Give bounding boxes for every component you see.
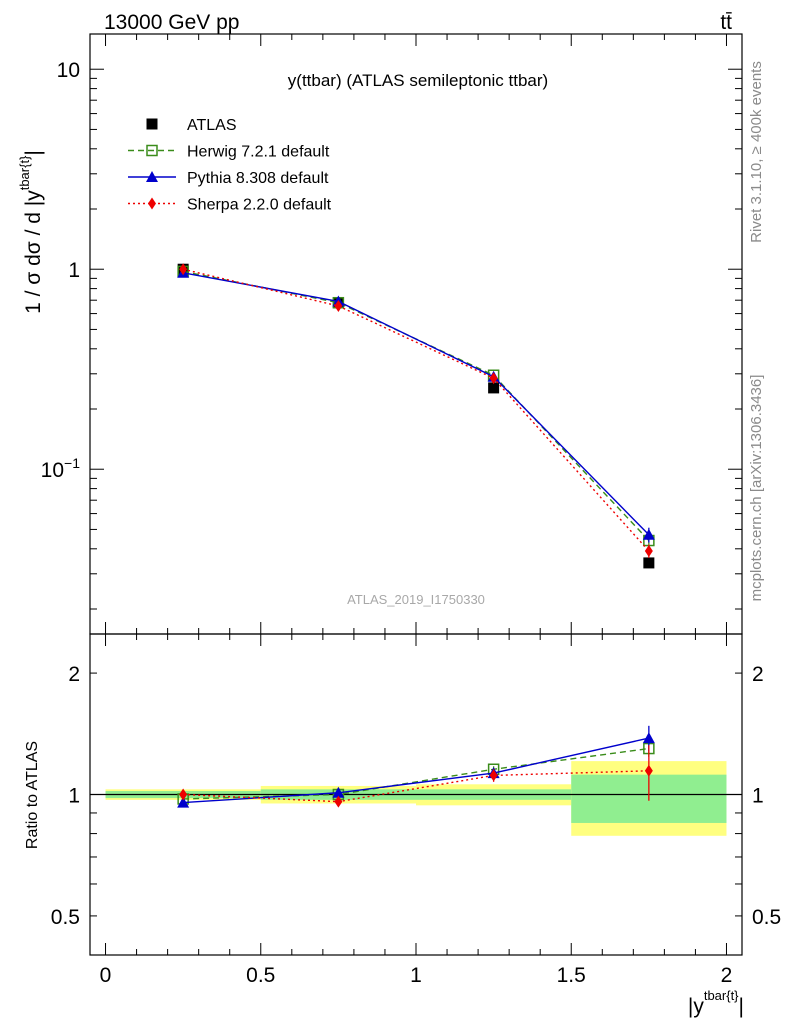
header-left: 13000 GeV pp bbox=[104, 11, 239, 34]
legend-label: Herwig 7.2.1 default bbox=[187, 144, 330, 161]
main-data-point bbox=[643, 557, 655, 569]
main-series-3 bbox=[179, 263, 653, 558]
main-data-point bbox=[644, 545, 653, 558]
header-right: tt̄ bbox=[720, 11, 732, 34]
ratio-x-tick-label: 0.5 bbox=[246, 964, 275, 987]
main-plot-axes: 10 1 10−1 bbox=[41, 33, 743, 635]
ratio-data-point bbox=[489, 769, 498, 782]
ratio-plot-series bbox=[177, 725, 655, 808]
main-data-point bbox=[488, 382, 500, 394]
ratio-y-tick-label-right: 0.5 bbox=[752, 906, 781, 929]
main-series-line bbox=[183, 270, 650, 542]
main-title: y(ttbar) (ATLAS semileptonic ttbar) bbox=[288, 71, 548, 90]
svg-text:|ytbar{t}|: |ytbar{t}| bbox=[688, 988, 744, 1018]
legend-entry: ATLAS bbox=[146, 117, 237, 134]
legend-marker bbox=[146, 171, 158, 182]
legend-marker bbox=[146, 118, 158, 130]
main-series-2 bbox=[177, 266, 655, 543]
ratio-y-tick-label-right: 1 bbox=[752, 785, 764, 808]
ratio-plot-axes: 0 0.5 1 1.5 2 0.5 0.5 1 1 2 2 bbox=[51, 633, 781, 987]
ratio-series-line bbox=[183, 770, 649, 803]
main-data-point bbox=[642, 528, 655, 540]
legend-marker bbox=[146, 144, 158, 157]
ratio-x-label: |ytbar{t}| bbox=[688, 988, 744, 1018]
ratio-series-line bbox=[183, 747, 649, 800]
side-label-source: mcplots.cern.ch [arXiv:1306.3436] bbox=[748, 375, 765, 602]
ratio-x-tick-label: 1 bbox=[410, 964, 422, 987]
main-y-label: 1 / σ dσ / d |ytbar{t}| bbox=[17, 150, 45, 314]
main-series-0 bbox=[177, 263, 655, 569]
main-series-line bbox=[183, 272, 650, 536]
ratio-x-tick-label: 1.5 bbox=[557, 964, 586, 987]
ratio-data-point bbox=[644, 764, 653, 777]
ratio-series-line bbox=[183, 737, 650, 804]
legend-entry: Sherpa 2.2.0 default bbox=[128, 197, 332, 214]
main-y-tick-label: 1 bbox=[68, 259, 80, 282]
main-data-point bbox=[179, 263, 188, 276]
legend: ATLAS Herwig 7.2.1 default Pythia 8.308 de… bbox=[128, 117, 332, 214]
legend-entry: Pythia 8.308 default bbox=[128, 170, 329, 187]
side-label-rivet: Rivet 3.1.10, ≥ 400k events bbox=[748, 61, 765, 243]
ratio-data-point bbox=[332, 786, 345, 798]
ratio-x-tick-label: 0 bbox=[100, 964, 112, 987]
ratio-series-2 bbox=[179, 745, 653, 808]
main-y-tick-label: 10−1 bbox=[41, 455, 81, 482]
ratio-y-tick-label-right: 2 bbox=[752, 663, 764, 686]
svg-text:1 / σ dσ / d |ytbar{t}|: 1 / σ dσ / d |ytbar{t}| bbox=[17, 150, 45, 314]
watermark: ATLAS_2019_I1750330 bbox=[347, 592, 485, 607]
ratio-data-point bbox=[642, 732, 655, 744]
ratio-y-label: Ratio to ATLAS bbox=[24, 741, 41, 849]
main-data-point bbox=[489, 372, 498, 385]
main-plot-series bbox=[177, 263, 655, 569]
main-series-line bbox=[182, 268, 650, 552]
ratio-data-point bbox=[177, 796, 190, 808]
main-series-1 bbox=[177, 265, 655, 547]
legend-label: Pythia 8.308 default bbox=[187, 170, 329, 187]
ratio-data-point bbox=[334, 795, 343, 808]
ratio-y-tick-label: 1 bbox=[68, 785, 80, 808]
main-data-point bbox=[334, 299, 343, 312]
legend-label: ATLAS bbox=[187, 117, 237, 134]
legend-label: Sherpa 2.2.0 default bbox=[187, 197, 332, 214]
legend-marker bbox=[148, 197, 156, 210]
ratio-y-tick-label: 2 bbox=[68, 663, 80, 686]
ratio-x-tick-label: 2 bbox=[721, 964, 733, 987]
ratio-y-tick-label: 0.5 bbox=[51, 906, 80, 929]
legend-entry: Herwig 7.2.1 default bbox=[128, 144, 330, 161]
ratio-data-point bbox=[179, 788, 188, 801]
main-y-tick-label: 10 bbox=[57, 59, 80, 82]
